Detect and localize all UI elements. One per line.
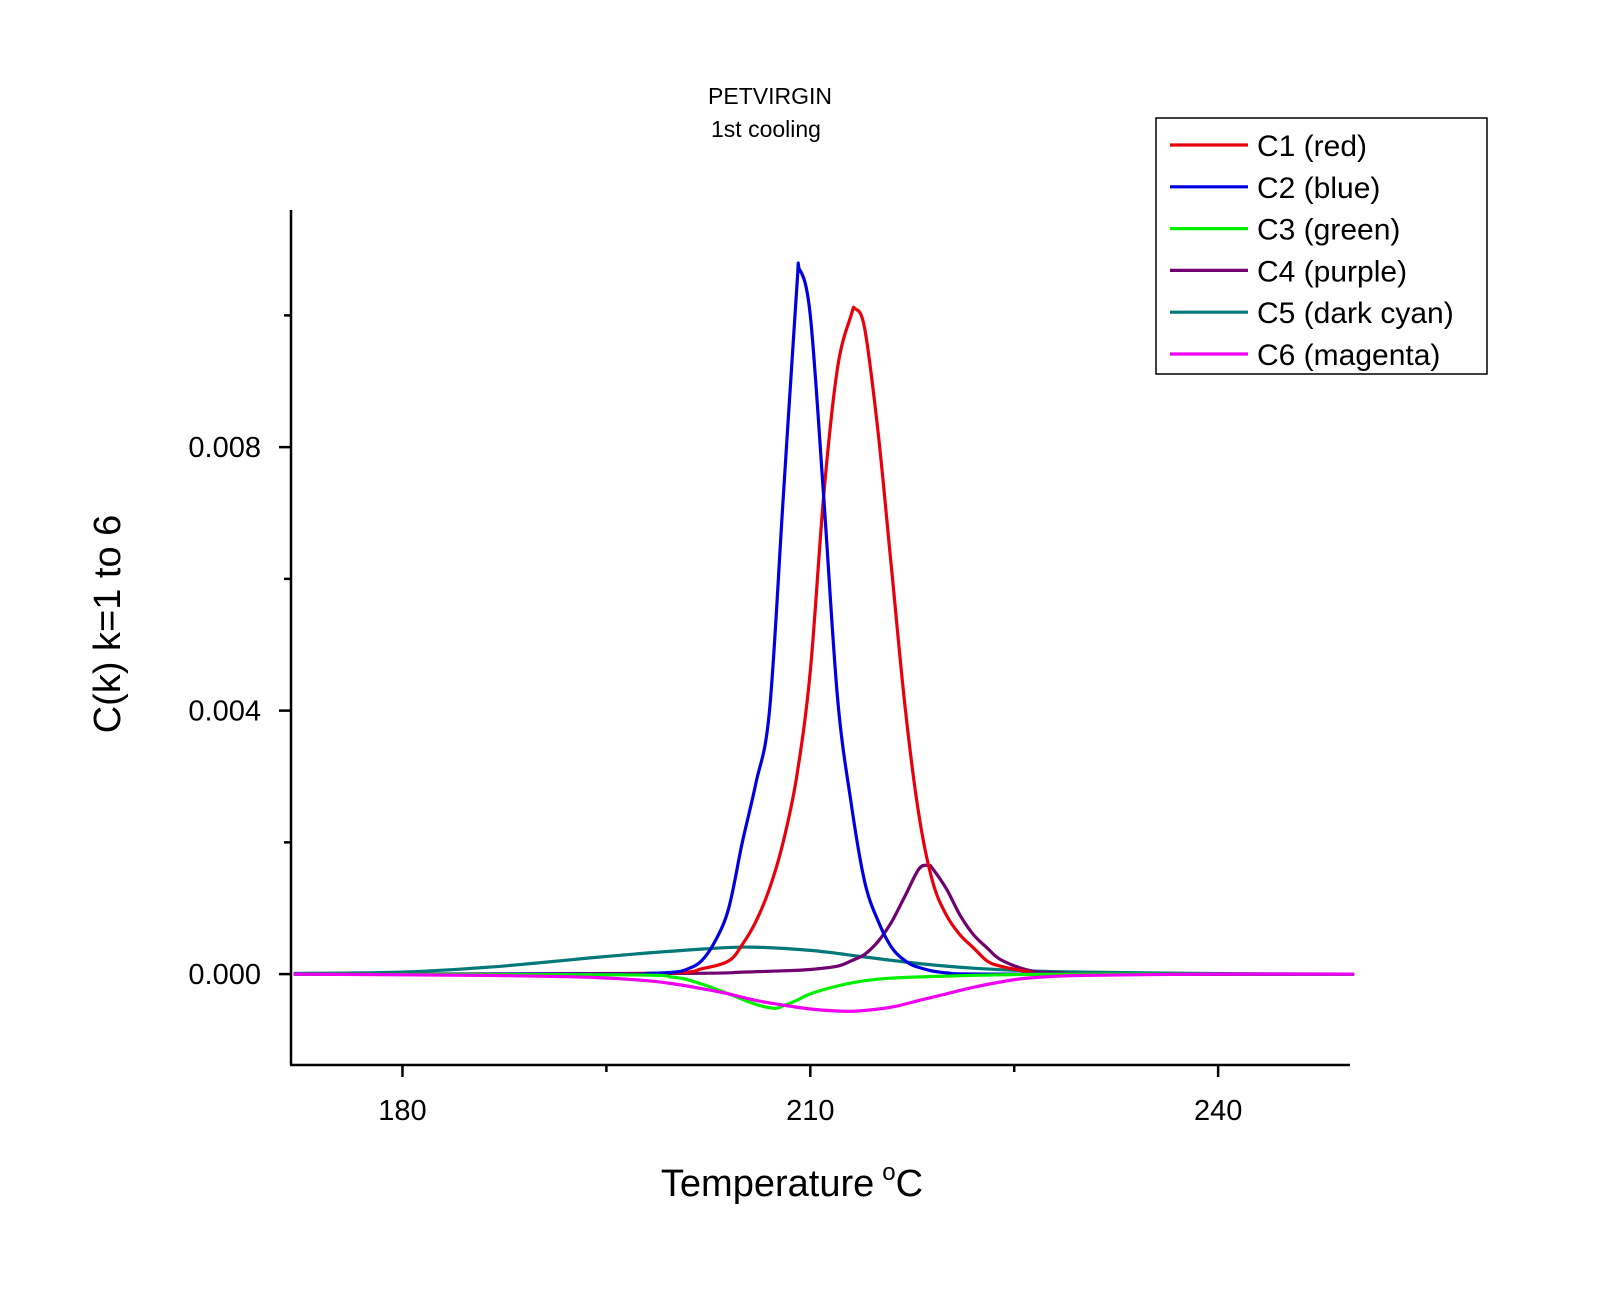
x-axis-unit-degree: o — [882, 1159, 895, 1186]
y-tick-label: 0.004 — [188, 696, 261, 728]
tick-layer: 180 210 240 0.000 0.004 0.008 — [188, 314, 1242, 1127]
series-line-c6 — [293, 972, 1355, 1013]
series-line-c2 — [293, 261, 1355, 976]
y-tick-label: 0.008 — [188, 432, 261, 464]
legend-items: C1 (red) C2 (blue) C3 (green) C4 (purple) C5… — [1170, 130, 1454, 372]
legend-label-c3: C3 (green) — [1257, 214, 1400, 247]
series-line-c1 — [293, 305, 1355, 976]
series-layer — [293, 261, 1355, 1013]
legend-label-c2: C2 (blue) — [1257, 172, 1380, 205]
legend-label-c6: C6 (magenta) — [1257, 339, 1440, 372]
legend-label-c4: C4 (purple) — [1257, 255, 1407, 288]
y-axis-label: C(k) k=1 to 6 — [87, 515, 129, 734]
legend-box — [1155, 117, 1488, 375]
x-tick-label: 180 — [378, 1095, 426, 1127]
x-axis-unit-c: C — [896, 1163, 923, 1205]
x-axis-label-text: Temperature — [661, 1163, 874, 1205]
x-axis-label: Temperature oC — [661, 1159, 923, 1205]
series-line-c5 — [293, 945, 1355, 976]
chart-title-line-1: PETVIRGIN — [708, 83, 832, 109]
x-tick-label: 210 — [786, 1095, 834, 1127]
x-tick-label: 240 — [1194, 1095, 1242, 1127]
series-line-c4 — [293, 863, 1355, 976]
legend-label-c1: C1 (red) — [1257, 130, 1367, 163]
legend: C1 (red) C2 (blue) C3 (green) C4 (purple) C5… — [1155, 117, 1488, 375]
series-line-c3 — [293, 972, 1355, 1011]
chart-title-line-2: 1st cooling — [711, 116, 821, 142]
legend-label-c5: C5 (dark cyan) — [1257, 297, 1454, 330]
y-tick-label: 0.000 — [188, 959, 261, 991]
